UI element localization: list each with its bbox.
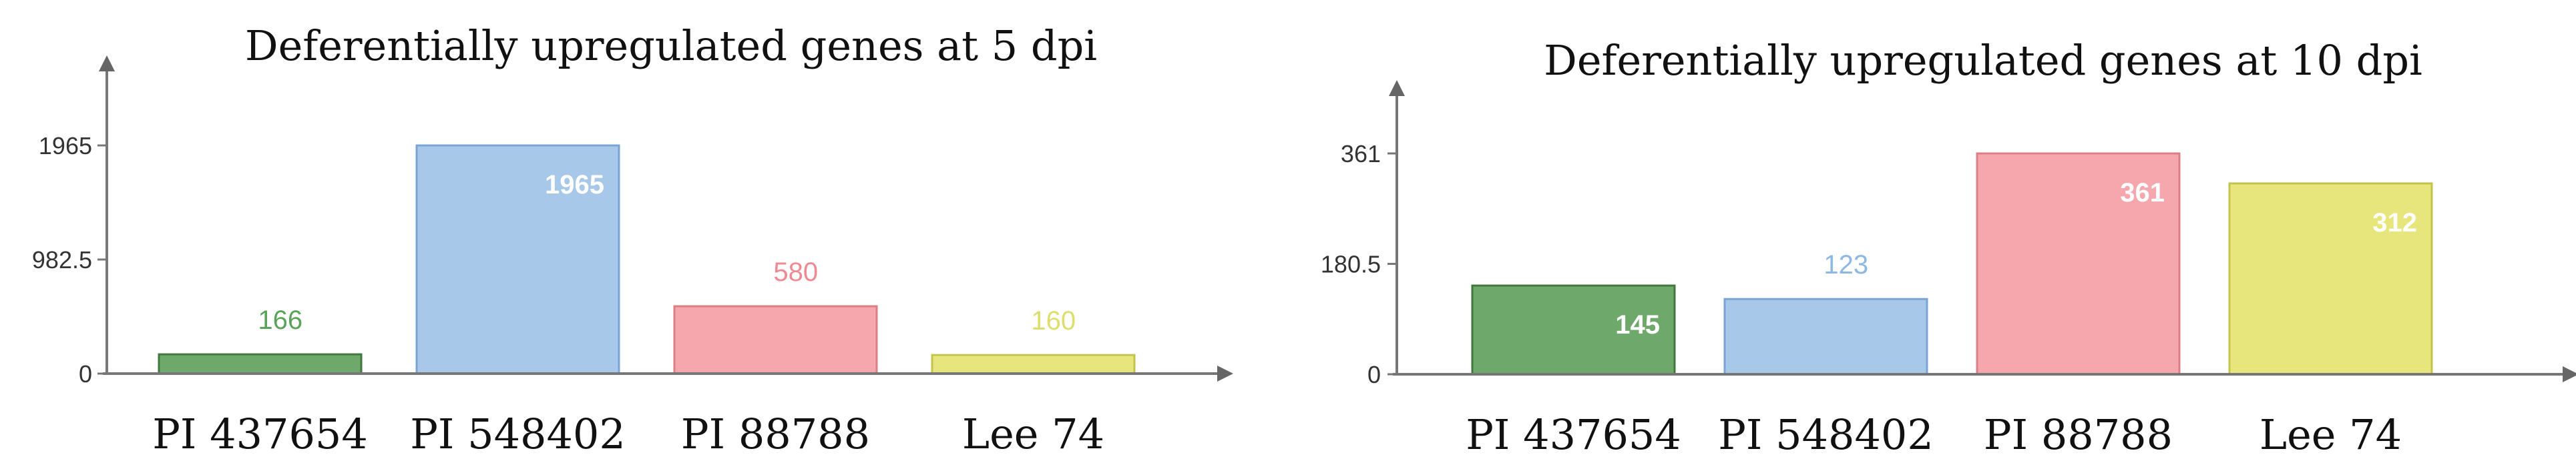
bar-data-label: 123 — [1823, 250, 1868, 280]
category-label: Lee 74 — [962, 410, 1104, 458]
category-label: Lee 74 — [2260, 410, 2402, 459]
y-tick-label: 982.5 — [32, 246, 92, 274]
y-tick-label: 1965 — [39, 132, 92, 159]
bar — [2228, 182, 2433, 376]
y-tick-label: 180.5 — [1321, 251, 1381, 278]
bar-data-label: 1965 — [545, 170, 604, 199]
bar-data-label: 312 — [2372, 208, 2417, 238]
category-label: PI 88788 — [1984, 410, 2173, 459]
bar — [158, 353, 363, 375]
y-tick-label: 0 — [79, 360, 92, 388]
bar-data-label: 361 — [2120, 178, 2165, 207]
bar-data-label: 580 — [773, 258, 818, 287]
bar — [1976, 152, 2181, 376]
y-tick-label: 361 — [1341, 140, 1381, 167]
chart-10-dpi: Deferentially upregulated genes at 10 dp… — [1321, 36, 2576, 459]
bar — [931, 354, 1136, 375]
bar-data-label: 166 — [258, 306, 302, 335]
category-label: PI 88788 — [681, 410, 870, 458]
category-label: PI 437654 — [1466, 410, 1681, 459]
category-label: PI 437654 — [152, 410, 368, 458]
category-label: PI 548402 — [1718, 410, 1934, 459]
bar — [673, 305, 878, 375]
bar — [415, 144, 620, 375]
y-tick-label: 0 — [1367, 361, 1381, 388]
bar-data-label: 145 — [1615, 310, 1660, 340]
category-label: PI 548402 — [410, 410, 626, 458]
chart-title: Deferentially upregulated genes at 5 dpi — [245, 21, 1097, 70]
chart-title: Deferentially upregulated genes at 10 dp… — [1544, 36, 2422, 85]
bar-data-label: 160 — [1031, 306, 1076, 336]
chart-5-dpi: Deferentially upregulated genes at 5 dpi… — [32, 21, 1233, 458]
bar — [1723, 298, 1928, 376]
